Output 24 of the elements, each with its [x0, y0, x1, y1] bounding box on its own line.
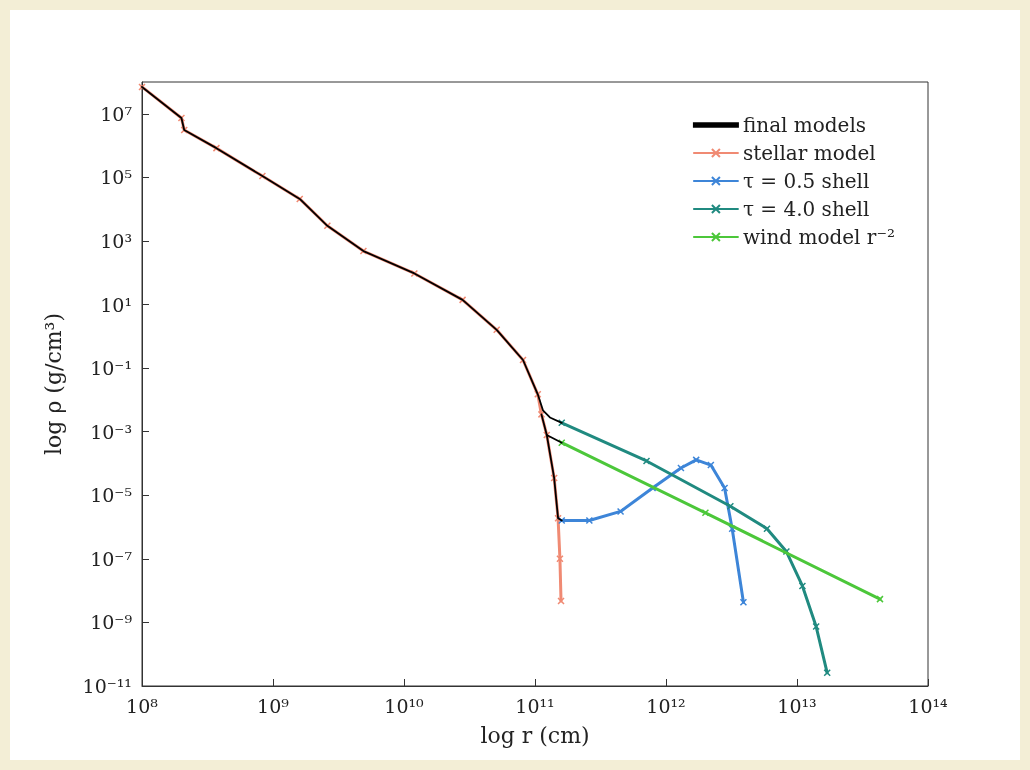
x-axis-title: log r (cm)	[480, 722, 590, 748]
y-tick-label: 10⁵	[100, 166, 132, 189]
y-tick-label: 10⁻¹¹	[82, 675, 132, 697]
legend-label: τ = 0.5 shell	[742, 169, 870, 193]
y-tick-label: 10⁻⁵	[90, 484, 132, 507]
y-tick-label: 10⁷	[100, 102, 133, 125]
x-tick-label: 10¹⁰	[384, 694, 425, 717]
x-tick-label: 10¹¹	[515, 694, 555, 717]
x-tick-label: 10⁹	[257, 694, 290, 717]
y-tick-label: 10⁻³	[90, 420, 132, 443]
x-tick-label: 10¹⁴	[908, 694, 949, 717]
y-tick-label: 10⁻¹	[90, 357, 132, 380]
legend-label: wind model r⁻²	[742, 225, 895, 249]
x-tick-label: 10¹²	[646, 694, 686, 717]
legend-label: τ = 4.0 shell	[742, 197, 870, 221]
x-tick-label: 10¹³	[777, 694, 817, 717]
y-axis-title: log ρ (g/cm³)	[40, 313, 66, 455]
y-tick-label: 10¹	[100, 293, 132, 316]
legend-label: stellar model	[742, 141, 876, 165]
legend-label: final models	[742, 113, 867, 137]
y-tick-label: 10³	[100, 229, 132, 252]
y-tick-label: 10⁻⁷	[90, 547, 133, 570]
x-tick-label: 10⁸	[126, 694, 159, 717]
y-tick-label: 10⁻⁹	[90, 611, 133, 634]
